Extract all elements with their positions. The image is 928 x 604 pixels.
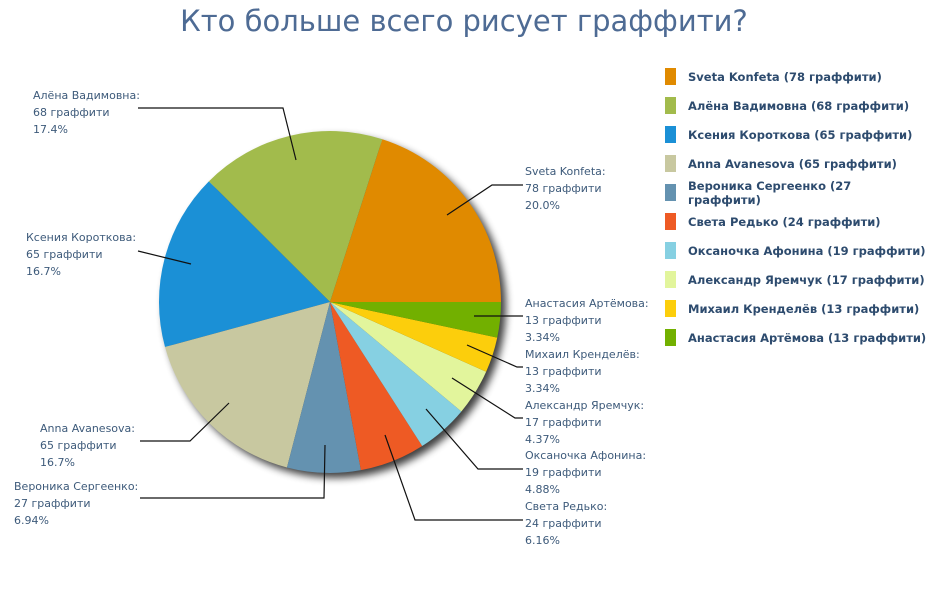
label-connector	[425, 408, 523, 470]
legend-item: Sveta Konfeta (78 граффити)	[665, 62, 928, 91]
data-label: Анастасия Артёмова: 13 граффити 3.34%	[525, 295, 649, 346]
data-label-percent: 20.0%	[525, 199, 560, 212]
legend-label: Света Редько (24 граффити)	[688, 214, 881, 229]
legend-item: Света Редько (24 граффити)	[665, 207, 928, 236]
data-label: Михаил Кренделёв: 13 граффити 3.34%	[525, 346, 640, 397]
data-label: Ксения Короткова: 65 граффити 16.7%	[26, 229, 136, 280]
pie-slice	[330, 302, 423, 471]
label-connector	[137, 250, 192, 265]
data-label-label: Анастасия Артёмова:	[525, 297, 649, 310]
legend-label: Оксаночка Афонина (19 граффити)	[688, 243, 926, 258]
data-label-count: 17 граффити	[525, 416, 602, 429]
data-label-count: 68 граффити	[33, 106, 110, 119]
data-label-percent: 6.94%	[14, 514, 49, 527]
label-connector	[466, 344, 523, 368]
legend-item: Вероника Сергеенко (27 граффити)	[665, 178, 928, 207]
pie-slice	[330, 302, 498, 372]
data-label: Алёна Вадимовна: 68 граффити 17.4%	[33, 87, 140, 138]
data-label-label: Александр Яремчук:	[525, 399, 645, 412]
data-label-label: Михаил Кренделёв:	[525, 348, 640, 361]
legend-item: Михаил Кренделёв (13 граффити)	[665, 294, 928, 323]
label-connector	[446, 184, 523, 216]
legend-swatch	[665, 329, 676, 346]
data-label-percent: 6.16%	[525, 534, 560, 547]
pie-slice	[159, 181, 330, 348]
data-label-label: Ксения Короткова:	[26, 231, 137, 244]
data-label: Оксаночка Афонина: 19 граффити 4.88%	[525, 447, 646, 498]
label-connector	[384, 434, 523, 521]
data-label: Anna Avanesova: 65 граффити 16.7%	[40, 420, 135, 471]
data-label-label: Света Редько:	[525, 500, 608, 513]
data-label: Александр Яремчук: 17 граффити 4.37%	[525, 397, 644, 448]
data-label-percent: 4.88%	[525, 483, 560, 496]
data-label-label: Anna Avanesova:	[40, 422, 135, 435]
pie-slice	[165, 302, 330, 468]
legend-swatch	[665, 184, 676, 201]
label-connector	[138, 107, 297, 161]
legend-label: Ксения Короткова (65 граффити)	[688, 127, 913, 142]
data-label-count: 65 граффити	[40, 439, 117, 452]
legend-item: Алёна Вадимовна (68 граффити)	[665, 91, 928, 120]
legend-swatch	[665, 300, 676, 317]
legend-label: Александр Яремчук (17 граффити)	[688, 272, 925, 287]
legend-item: Anna Avanesova (65 граффити)	[665, 149, 928, 178]
pie-slice	[330, 302, 487, 412]
data-label-percent: 3.34%	[525, 382, 560, 395]
legend-swatch	[665, 68, 676, 85]
data-label-count: 24 граффити	[525, 517, 602, 530]
label-connector	[451, 377, 523, 419]
pie-slice	[286, 302, 361, 473]
legend-swatch	[665, 155, 676, 172]
legend-swatch	[665, 242, 676, 259]
data-label: Вероника Сергеенко: 27 граффити 6.94%	[14, 478, 138, 529]
pie-slice	[208, 131, 383, 302]
data-label-label: Алёна Вадимовна:	[33, 89, 140, 102]
label-connector	[140, 444, 326, 499]
data-label-percent: 16.7%	[40, 456, 75, 469]
data-label-count: 13 граффити	[525, 365, 602, 378]
data-label-label: Sveta Konfeta:	[525, 165, 606, 178]
data-label-percent: 4.37%	[525, 433, 560, 446]
data-label-count: 19 граффити	[525, 466, 602, 479]
data-label: Света Редько: 24 граффити 6.16%	[525, 498, 607, 549]
data-label-count: 78 граффити	[525, 182, 602, 195]
pie-slice	[330, 302, 501, 338]
data-label-percent: 16.7%	[26, 265, 61, 278]
data-label-label: Вероника Сергеенко:	[14, 480, 139, 493]
data-label-count: 27 граффити	[14, 497, 91, 510]
data-label-count: 13 граффити	[525, 314, 602, 327]
legend-label: Алёна Вадимовна (68 граффити)	[688, 98, 910, 113]
legend-label: Михаил Кренделёв (13 граффити)	[688, 301, 920, 316]
legend-label: Анастасия Артёмова (13 граффити)	[688, 330, 927, 345]
chart-title: Кто больше всего рисует граффити?	[180, 4, 748, 38]
legend-label: Вероника Сергеенко (27 граффити)	[688, 178, 852, 207]
legend: Sveta Konfeta (78 граффити) Алёна Вадимов…	[665, 62, 928, 352]
legend-item: Александр Яремчук (17 граффити)	[665, 265, 928, 294]
pie-slice	[330, 302, 462, 447]
legend-swatch	[665, 126, 676, 143]
data-label-percent: 3.34%	[525, 331, 560, 344]
legend-item: Ксения Короткова (65 граффити)	[665, 120, 928, 149]
data-label-percent: 17.4%	[33, 123, 68, 136]
legend-swatch	[665, 213, 676, 230]
legend-label: Anna Avanesova (65 граффити)	[688, 156, 897, 171]
legend-swatch	[665, 97, 676, 114]
data-label-label: Оксаночка Афонина:	[525, 449, 647, 462]
data-label-count: 65 граффити	[26, 248, 103, 261]
legend-item: Анастасия Артёмова (13 граффити)	[665, 323, 928, 352]
legend-label: Sveta Konfeta (78 граффити)	[688, 69, 882, 84]
label-connector	[140, 402, 230, 442]
legend-item: Оксаночка Афонина (19 граффити)	[665, 236, 928, 265]
legend-swatch	[665, 271, 676, 288]
pie-slice	[330, 139, 501, 302]
data-label: Sveta Konfeta: 78 граффити 20.0%	[525, 163, 606, 214]
